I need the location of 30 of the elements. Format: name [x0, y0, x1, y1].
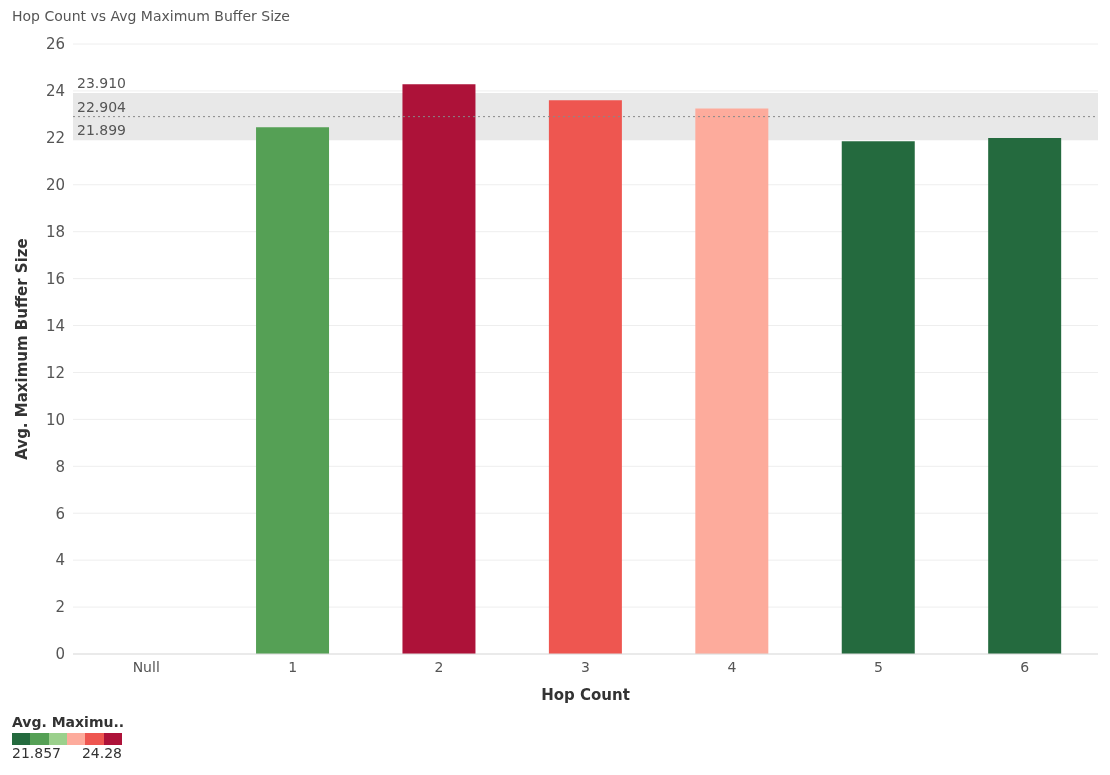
- y-tick-label: 4: [55, 551, 65, 570]
- chart-title: Hop Count vs Avg Maximum Buffer Size: [12, 8, 291, 24]
- ref-line-label: 22.904: [77, 98, 127, 115]
- y-tick-label: 6: [55, 504, 65, 523]
- y-tick-label: 12: [45, 363, 65, 382]
- x-tick-label: 5: [873, 658, 883, 675]
- y-tick-label: 14: [45, 316, 65, 335]
- x-tick-label: 3: [581, 658, 590, 675]
- y-tick-label: 16: [45, 269, 65, 288]
- y-tick-label: 10: [45, 410, 65, 429]
- color-bar-title: Avg. Maximu..: [12, 714, 126, 730]
- y-tick-label: 8: [55, 457, 65, 476]
- y-tick-label: 26: [45, 35, 65, 54]
- color-bar-label: 24.28: [81, 745, 122, 761]
- y-tick-label: 22: [45, 129, 65, 148]
- color-bar-label: 21.857: [12, 745, 61, 761]
- y-tick-label: 0: [55, 645, 65, 664]
- y-tick-label: 24: [45, 82, 65, 101]
- x-tick-label: 2: [434, 658, 444, 675]
- x-tick-label: 1: [288, 658, 298, 675]
- x-tick-label: Null: [132, 658, 160, 675]
- y-axis-title: Avg. Maximum Buffer Size: [13, 238, 32, 460]
- x-tick-label: 4: [727, 658, 737, 675]
- y-tick-label: 18: [45, 223, 65, 242]
- x-tick-label: 6: [1020, 658, 1030, 675]
- x-axis-title: Hop Count: [541, 686, 630, 704]
- y-tick-label: 2: [55, 598, 65, 617]
- annotation: 23.910: [77, 75, 126, 92]
- y-tick-label: 20: [45, 176, 65, 195]
- annotation: 21.899: [77, 122, 126, 139]
